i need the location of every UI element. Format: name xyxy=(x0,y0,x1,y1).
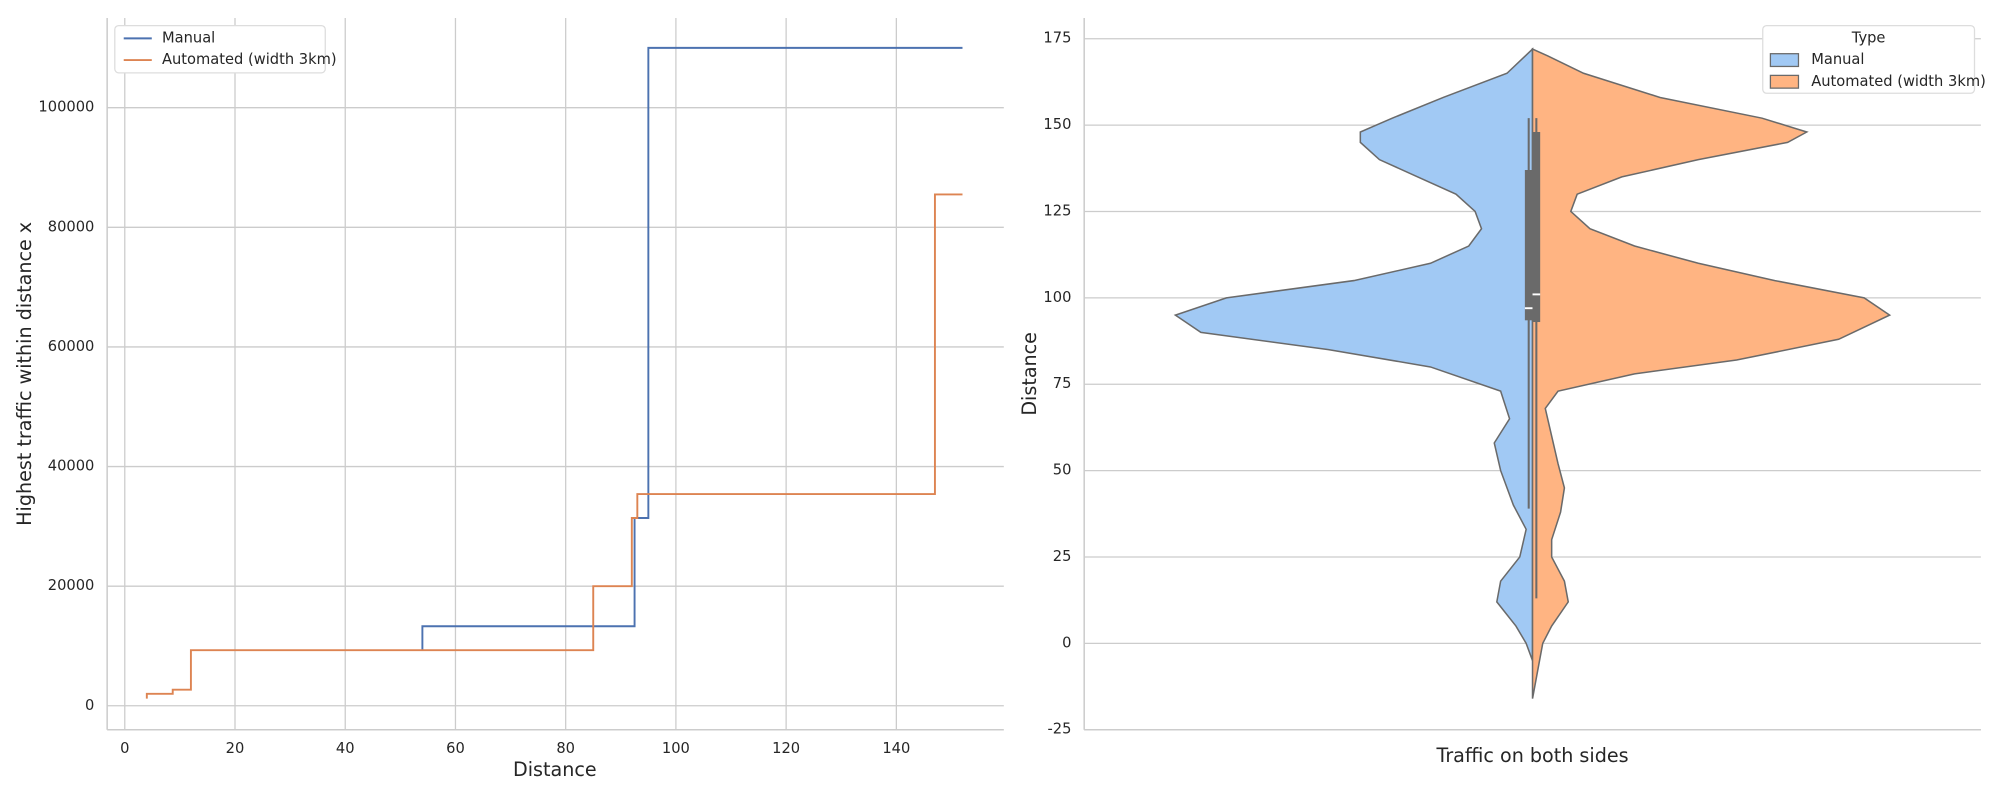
box-body xyxy=(1532,132,1541,323)
y-tick-label: 80000 xyxy=(48,218,95,235)
y-tick-label: 175 xyxy=(1043,30,1071,47)
legend-label: Manual xyxy=(162,29,215,46)
legend-box xyxy=(114,25,326,74)
x-axis-label: Traffic on both sides xyxy=(1435,744,1628,767)
y-tick-label: 25 xyxy=(1053,548,1072,565)
y-tick-label: 60000 xyxy=(48,338,95,355)
y-tick-label: 50 xyxy=(1053,462,1072,479)
legend: Type Manual Automated (width 3km) xyxy=(1762,25,1986,94)
y-axis-label: Highest traffic within distance x xyxy=(13,222,36,526)
y-tick-label: 0 xyxy=(1062,634,1071,651)
step-line xyxy=(421,46,963,650)
y-tick-label: 150 xyxy=(1043,116,1071,133)
x-axis-label: Distance xyxy=(513,758,597,781)
x-tick-label: 0 xyxy=(120,740,129,757)
y-tick-label: 0 xyxy=(85,697,94,714)
y-tick-label: 20000 xyxy=(48,577,95,594)
y-tick-label: 75 xyxy=(1053,375,1072,392)
x-tick-label: 100 xyxy=(662,740,690,757)
x-tick-label: 120 xyxy=(772,740,800,757)
legend-label: Automated (width 3km) xyxy=(162,51,337,68)
y-tick-label: -25 xyxy=(1047,721,1071,738)
legend-label: Automated (width 3km) xyxy=(1811,73,1986,90)
x-tick-label: 20 xyxy=(226,740,245,757)
x-tick-label: 80 xyxy=(556,740,575,757)
box-body xyxy=(1524,170,1533,321)
legend-swatch xyxy=(1769,74,1800,89)
y-tick-label: 125 xyxy=(1043,202,1071,219)
y-tick-label: 100000 xyxy=(38,99,94,116)
x-tick-label: 140 xyxy=(882,740,910,757)
violin-half xyxy=(1173,47,1534,661)
legend-box xyxy=(1762,25,1976,94)
x-tick-label: 60 xyxy=(446,740,465,757)
step-line xyxy=(145,193,963,699)
violin-half xyxy=(1531,47,1892,699)
legend: Manual Automated (width 3km) xyxy=(114,25,337,74)
legend-swatch xyxy=(1769,53,1800,68)
x-tick-label: 40 xyxy=(336,740,355,757)
legend-label: Manual xyxy=(1811,51,1864,68)
legend-title: Type xyxy=(1851,29,1886,46)
y-tick-label: 40000 xyxy=(48,458,95,475)
y-axis-label: Distance xyxy=(1018,332,1041,416)
y-tick-label: 100 xyxy=(1043,289,1071,306)
